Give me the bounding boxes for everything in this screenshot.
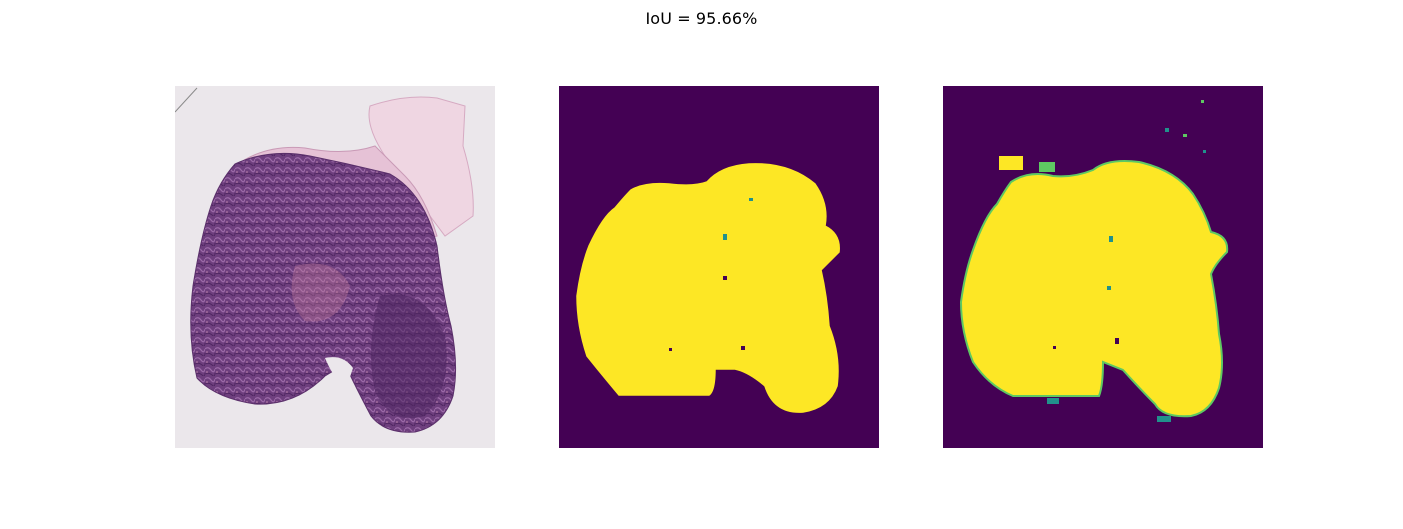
figure-title: IoU = 95.66% [645,9,758,28]
ground-truth-mask-panel [559,86,879,448]
tissue-image-panel [175,86,495,448]
predicted-mask [943,86,1263,448]
tissue-image [175,86,495,448]
ground-truth-mask [559,86,879,448]
predicted-mask-panel [943,86,1263,448]
